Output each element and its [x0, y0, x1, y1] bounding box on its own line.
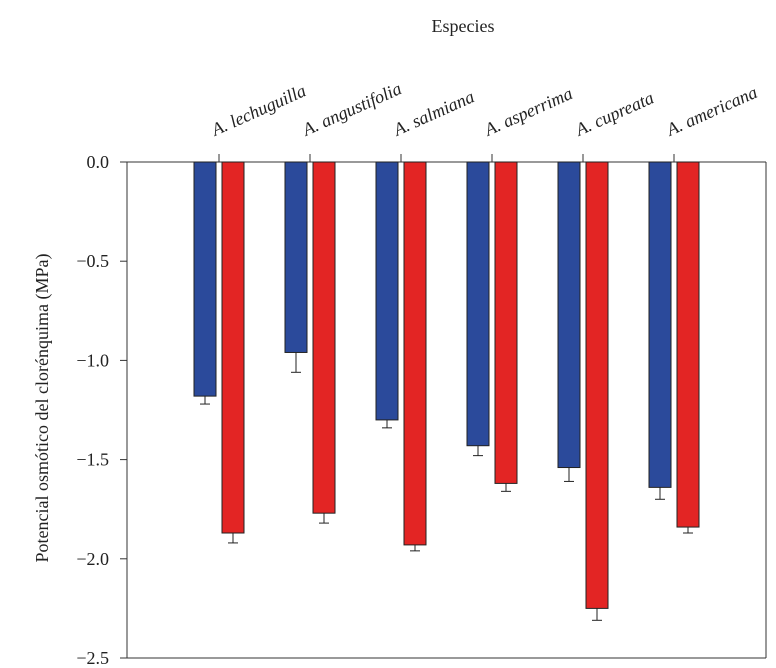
- bar: [312, 161, 336, 514]
- y-tick-label: 0.0: [87, 152, 110, 172]
- bar: [466, 161, 490, 447]
- y-axis: 0.0 −0.5 −1.0 −1.5 −2.0 −2.5: [76, 152, 127, 668]
- x-tick-label: A. lechuguilla: [208, 80, 309, 140]
- y-tick-label: −2.5: [76, 648, 109, 668]
- bar: [648, 161, 672, 488]
- bar: [676, 161, 700, 528]
- bar: [403, 161, 427, 546]
- x-tick-label: A. angustifolia: [299, 78, 405, 140]
- bar: [193, 161, 217, 397]
- x-tick-label: A. asperrima: [481, 83, 576, 140]
- x-tick-label: A. cupreata: [572, 87, 657, 140]
- y-tick-label: −1.0: [76, 350, 109, 370]
- bar: [585, 161, 609, 609]
- bar: [494, 161, 518, 484]
- bar: [221, 161, 245, 534]
- y-tick-label: −0.5: [76, 251, 109, 271]
- bar: [375, 161, 399, 421]
- error-bars: [200, 352, 693, 621]
- bar: [557, 161, 581, 469]
- y-tick-label: −2.0: [76, 549, 109, 569]
- bar: [284, 161, 308, 353]
- y-axis-title: Potencial osmótico del clorénquima (MPa): [32, 254, 53, 563]
- bars: [193, 161, 700, 609]
- x-tick-label: A. americana: [663, 82, 761, 140]
- y-tick-label: −1.5: [76, 450, 109, 470]
- x-axis-title: Especies: [432, 16, 495, 36]
